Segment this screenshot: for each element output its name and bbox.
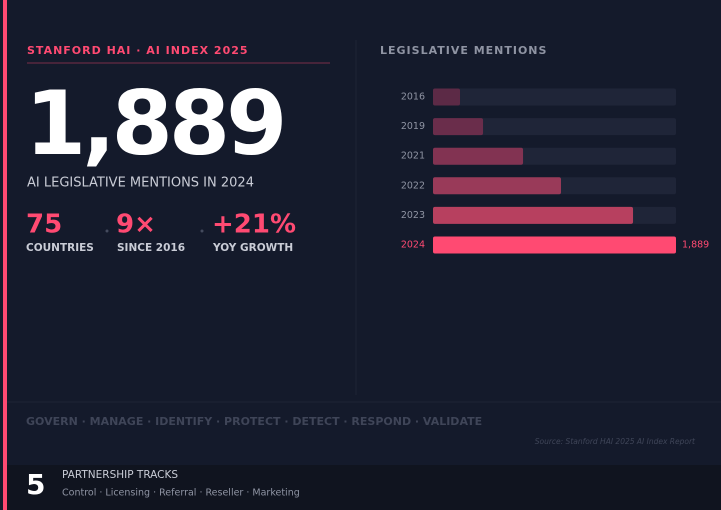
bar	[433, 177, 561, 195]
footer-tracks: Control · Licensing · Referral · Reselle…	[62, 488, 300, 499]
value-label: 1,889	[682, 240, 709, 251]
source: Source: Stanford HAI 2025 AI Index Repor…	[535, 437, 696, 446]
y-tick-label: 2024	[401, 240, 425, 251]
y-tick-label: 2019	[401, 121, 425, 132]
stat-label: YOY GROWTH	[212, 242, 293, 254]
accent-bar	[3, 0, 7, 510]
bar	[433, 118, 484, 136]
y-tick-label: 2016	[401, 92, 425, 103]
bar	[433, 88, 461, 106]
stat-dot	[200, 229, 204, 233]
bar	[433, 206, 634, 224]
footer	[7, 465, 721, 510]
bar-track	[433, 88, 676, 106]
y-tick-label: 2021	[401, 151, 425, 162]
footer-count: 5	[26, 468, 45, 501]
stat-value: 75	[26, 210, 62, 240]
chart-title: LEGISLATIVE MENTIONS	[380, 44, 547, 57]
stat-value: +21%	[212, 210, 296, 240]
y-tick-label: 2022	[401, 180, 425, 191]
functions: GOVERN · MANAGE · IDENTIFY · PROTECT · D…	[26, 415, 482, 428]
kicker: STANFORD HAI · AI INDEX 2025	[27, 44, 249, 57]
bar-chart: 2016 2019 2021 2022 2023 2024 1,889	[401, 88, 709, 254]
stat-dot	[105, 229, 109, 233]
bar-track	[433, 118, 676, 136]
hero-value: 1,889	[25, 72, 283, 175]
stat-label: SINCE 2016	[117, 242, 185, 254]
footer-title: PARTNERSHIP TRACKS	[62, 469, 178, 481]
bar	[433, 236, 676, 254]
stat-label: COUNTRIES	[26, 242, 94, 254]
bar	[433, 147, 524, 165]
stats: 75 COUNTRIES 9× SINCE 2016 +21% YOY GROW…	[26, 210, 296, 255]
hero-caption: AI LEGISLATIVE MENTIONS IN 2024	[27, 176, 254, 191]
y-tick-label: 2023	[401, 210, 425, 221]
stat-value: 9×	[116, 210, 156, 240]
